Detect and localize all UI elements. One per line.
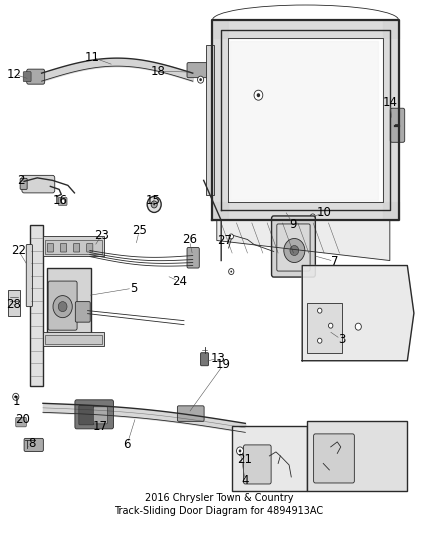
FancyBboxPatch shape <box>27 69 45 84</box>
Text: 1: 1 <box>13 395 21 408</box>
Circle shape <box>147 196 161 213</box>
Text: 7: 7 <box>331 255 339 268</box>
Text: 21: 21 <box>237 454 252 466</box>
Circle shape <box>257 93 260 97</box>
FancyBboxPatch shape <box>232 426 307 491</box>
Polygon shape <box>217 221 390 261</box>
Text: 19: 19 <box>216 358 231 372</box>
Text: 13: 13 <box>211 352 226 365</box>
Circle shape <box>237 447 244 455</box>
Text: 20: 20 <box>15 414 30 426</box>
FancyBboxPatch shape <box>244 445 271 484</box>
FancyBboxPatch shape <box>79 405 94 425</box>
Circle shape <box>318 308 322 313</box>
Text: 23: 23 <box>94 229 109 242</box>
FancyBboxPatch shape <box>47 268 91 333</box>
FancyBboxPatch shape <box>307 421 407 491</box>
Text: 2: 2 <box>17 174 25 187</box>
FancyBboxPatch shape <box>48 281 77 330</box>
Circle shape <box>229 234 233 239</box>
Circle shape <box>239 449 241 453</box>
Text: 25: 25 <box>132 224 147 237</box>
Circle shape <box>58 302 67 312</box>
FancyBboxPatch shape <box>87 244 93 252</box>
Circle shape <box>355 323 361 330</box>
Circle shape <box>198 76 204 83</box>
Circle shape <box>284 238 305 263</box>
Circle shape <box>60 199 65 204</box>
FancyBboxPatch shape <box>201 353 208 366</box>
Text: 5: 5 <box>130 281 137 295</box>
FancyBboxPatch shape <box>272 216 315 277</box>
Circle shape <box>328 323 333 328</box>
Circle shape <box>13 393 19 400</box>
FancyBboxPatch shape <box>75 302 90 322</box>
Text: 12: 12 <box>7 68 21 80</box>
Text: 4: 4 <box>241 474 249 488</box>
Text: 26: 26 <box>182 233 197 246</box>
FancyBboxPatch shape <box>43 332 104 346</box>
Circle shape <box>290 246 299 255</box>
Text: 27: 27 <box>217 234 232 247</box>
Circle shape <box>318 338 322 343</box>
FancyBboxPatch shape <box>60 244 67 252</box>
FancyBboxPatch shape <box>23 71 31 82</box>
FancyBboxPatch shape <box>45 240 102 254</box>
Circle shape <box>254 90 263 100</box>
FancyBboxPatch shape <box>47 244 53 252</box>
Circle shape <box>153 204 155 205</box>
FancyBboxPatch shape <box>58 197 67 205</box>
Text: 6: 6 <box>123 439 131 451</box>
FancyBboxPatch shape <box>43 237 104 255</box>
Circle shape <box>151 201 157 208</box>
Text: 22: 22 <box>11 244 26 257</box>
FancyBboxPatch shape <box>390 108 405 142</box>
FancyBboxPatch shape <box>20 179 27 189</box>
Circle shape <box>230 271 232 272</box>
FancyBboxPatch shape <box>177 406 204 422</box>
Text: 11: 11 <box>85 51 99 63</box>
Text: 3: 3 <box>338 333 345 346</box>
Circle shape <box>14 395 17 398</box>
FancyBboxPatch shape <box>187 247 199 268</box>
Text: 15: 15 <box>146 194 161 207</box>
Text: 17: 17 <box>92 421 107 433</box>
FancyBboxPatch shape <box>45 335 102 344</box>
Text: 28: 28 <box>6 298 21 311</box>
FancyBboxPatch shape <box>187 63 209 78</box>
Text: 16: 16 <box>53 194 68 207</box>
FancyBboxPatch shape <box>26 245 32 306</box>
FancyBboxPatch shape <box>24 438 43 451</box>
FancyBboxPatch shape <box>8 289 20 316</box>
FancyBboxPatch shape <box>16 417 26 427</box>
FancyBboxPatch shape <box>314 434 354 483</box>
Circle shape <box>312 216 314 218</box>
Circle shape <box>199 78 202 81</box>
FancyBboxPatch shape <box>22 175 55 193</box>
Circle shape <box>229 269 234 274</box>
FancyBboxPatch shape <box>277 224 310 271</box>
FancyBboxPatch shape <box>75 400 113 429</box>
FancyBboxPatch shape <box>74 244 80 252</box>
Text: 10: 10 <box>317 206 332 219</box>
Text: 24: 24 <box>172 275 187 288</box>
Circle shape <box>310 214 315 220</box>
Text: 2016 Chrysler Town & Country
Track-Sliding Door Diagram for 4894913AC: 2016 Chrysler Town & Country Track-Slidi… <box>114 493 324 516</box>
Text: 14: 14 <box>382 96 397 109</box>
Text: 8: 8 <box>28 437 35 450</box>
FancyBboxPatch shape <box>30 225 43 386</box>
Text: 18: 18 <box>151 64 166 78</box>
FancyBboxPatch shape <box>307 303 342 353</box>
Polygon shape <box>302 265 414 361</box>
FancyBboxPatch shape <box>206 45 214 196</box>
Text: 9: 9 <box>290 218 297 231</box>
FancyBboxPatch shape <box>93 407 107 424</box>
Circle shape <box>53 296 72 318</box>
